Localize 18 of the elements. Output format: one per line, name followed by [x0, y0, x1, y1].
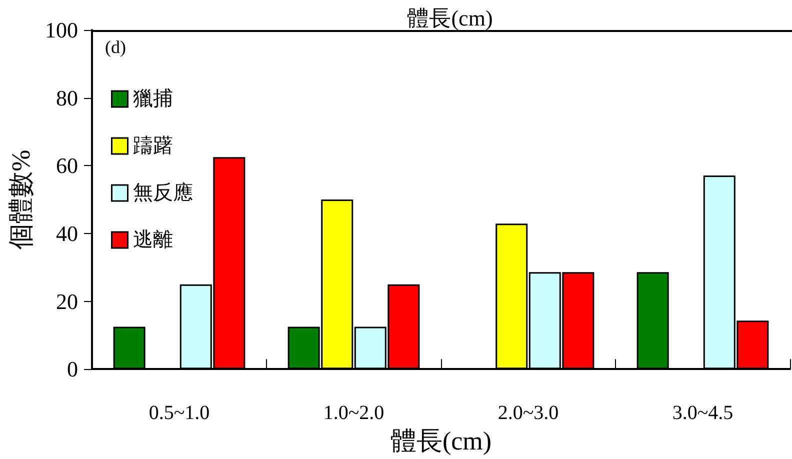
- y-tick-label: 60: [56, 153, 78, 178]
- y-tick-label: 0: [67, 356, 78, 382]
- legend-label: 獵捕: [132, 88, 173, 110]
- y-tick-label: 80: [56, 85, 78, 110]
- x-tick-label: 2.0~3.0: [498, 402, 559, 424]
- chart-title: 體長(cm): [407, 6, 493, 30]
- x-tick-label: 0.5~1.0: [148, 402, 210, 424]
- annotation: (d): [105, 37, 126, 57]
- y-tick-label: 100: [45, 18, 78, 42]
- x-tick-label: 1.0~2.0: [323, 402, 384, 424]
- x-axis-title: 體長(cm): [390, 426, 492, 456]
- y-tick-label: 40: [56, 220, 78, 246]
- y-tick-label: 20: [56, 288, 78, 314]
- y-axis-title: 個體數%: [6, 150, 36, 250]
- legend-label: 逃離: [132, 229, 173, 251]
- x-tick-label: 3.0~4.5: [672, 402, 734, 424]
- legend-label: 躊躇: [132, 135, 173, 157]
- legend-label: 無反應: [132, 182, 193, 204]
